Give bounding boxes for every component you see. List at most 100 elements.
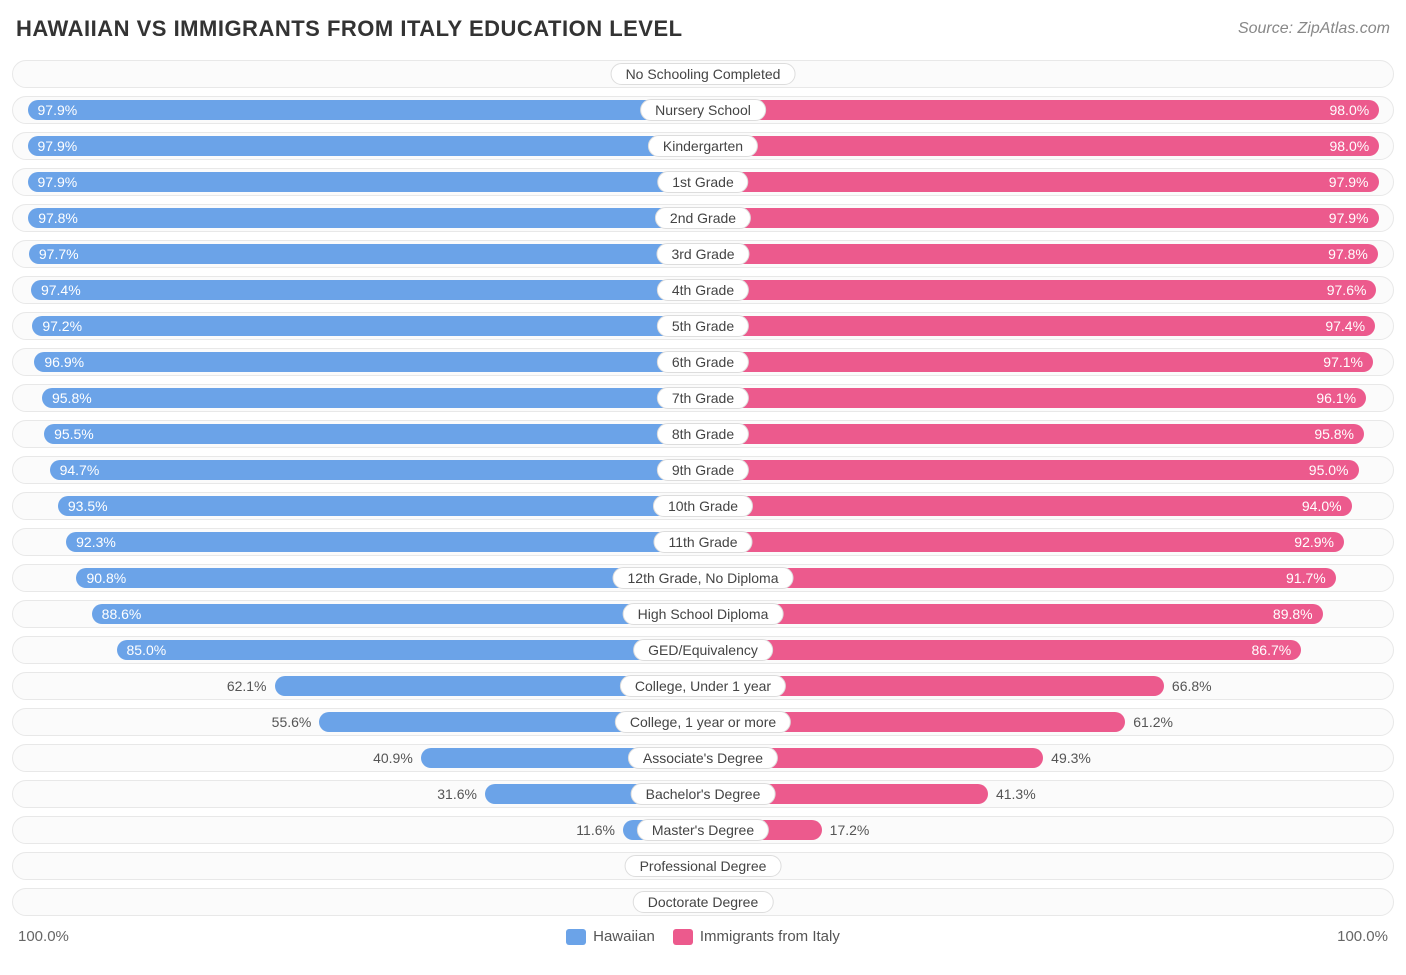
- bar-left: 90.8%: [76, 568, 703, 588]
- bar-left: 88.6%: [92, 604, 703, 624]
- category-label: Associate's Degree: [628, 747, 778, 769]
- bar-value-left: 90.8%: [86, 568, 126, 588]
- category-label: Professional Degree: [625, 855, 782, 877]
- category-label: Doctorate Degree: [633, 891, 774, 913]
- bar-right: 97.6%: [703, 280, 1376, 300]
- category-label: Kindergarten: [648, 135, 758, 157]
- chart-row: 92.3%92.9%11th Grade: [12, 528, 1394, 556]
- category-label: 7th Grade: [657, 387, 749, 409]
- bar-value-left: 95.8%: [52, 388, 92, 408]
- bar-right: 86.7%: [703, 640, 1301, 660]
- bar-value-right: 97.9%: [1329, 208, 1369, 228]
- bar-left: 92.3%: [66, 532, 703, 552]
- category-label: Master's Degree: [637, 819, 769, 841]
- bar-value-left: 97.4%: [41, 280, 81, 300]
- category-label: Bachelor's Degree: [631, 783, 776, 805]
- bar-value-right: 94.0%: [1302, 496, 1342, 516]
- bar-left: 96.9%: [34, 352, 703, 372]
- chart-row: 62.1%66.8%College, Under 1 year: [12, 672, 1394, 700]
- bar-value-left: 94.7%: [60, 460, 100, 480]
- chart-row: 1.5%2.1%Doctorate Degree: [12, 888, 1394, 916]
- category-label: 8th Grade: [657, 423, 749, 445]
- bar-right: 96.1%: [703, 388, 1366, 408]
- category-label: 5th Grade: [657, 315, 749, 337]
- chart-row: 96.9%97.1%6th Grade: [12, 348, 1394, 376]
- bar-right: 98.0%: [703, 100, 1379, 120]
- axis-max-right: 100.0%: [1337, 928, 1388, 945]
- chart-row: 2.2%2.0%No Schooling Completed: [12, 60, 1394, 88]
- legend-swatch-right: [673, 929, 693, 945]
- chart-row: 90.8%91.7%12th Grade, No Diploma: [12, 564, 1394, 592]
- chart-footer: 100.0% Hawaiian Immigrants from Italy 10…: [12, 924, 1394, 945]
- bar-left: 95.8%: [42, 388, 703, 408]
- bar-value-right: 61.2%: [1125, 712, 1173, 732]
- category-label: 10th Grade: [653, 495, 753, 517]
- bar-value-left: 97.9%: [38, 136, 78, 156]
- bar-left: 97.8%: [28, 208, 703, 228]
- bar-value-left: 85.0%: [127, 640, 167, 660]
- legend-item-right: Immigrants from Italy: [673, 928, 840, 945]
- bar-value-right: 66.8%: [1164, 676, 1212, 696]
- bar-right: 91.7%: [703, 568, 1336, 588]
- bar-value-left: 97.9%: [38, 172, 78, 192]
- chart-container: HAWAIIAN VS IMMIGRANTS FROM ITALY EDUCAT…: [0, 0, 1406, 965]
- bar-value-left: 31.6%: [437, 784, 485, 804]
- bar-right: 97.9%: [703, 208, 1379, 228]
- legend-label-left: Hawaiian: [593, 928, 655, 945]
- bar-value-left: 97.7%: [39, 244, 79, 264]
- category-label: 4th Grade: [657, 279, 749, 301]
- bar-left: 97.9%: [28, 100, 704, 120]
- chart-row: 97.8%97.9%2nd Grade: [12, 204, 1394, 232]
- category-label: High School Diploma: [623, 603, 784, 625]
- chart-row: 88.6% 89.8% High School Diploma: [12, 600, 1394, 628]
- chart-row: 93.5% 94.0% 10th Grade: [12, 492, 1394, 520]
- bar-value-right: 17.2%: [822, 820, 870, 840]
- chart-title: HAWAIIAN VS IMMIGRANTS FROM ITALY EDUCAT…: [16, 16, 683, 42]
- bar-right: 95.8%: [703, 424, 1364, 444]
- bar-value-left: 62.1%: [227, 676, 275, 696]
- chart-row: 3.4%5.2%Professional Degree: [12, 852, 1394, 880]
- category-label: College, 1 year or more: [615, 711, 791, 733]
- bar-value-left: 88.6%: [102, 604, 142, 624]
- bar-value-left: 96.9%: [44, 352, 84, 372]
- category-label: GED/Equivalency: [633, 639, 773, 661]
- bar-left: 85.0%: [117, 640, 704, 660]
- bar-value-right: 97.6%: [1327, 280, 1367, 300]
- chart-row: 40.9% 49.3% Associate's Degree: [12, 744, 1394, 772]
- bar-value-right: 49.3%: [1043, 748, 1091, 768]
- bar-left: 95.5%: [44, 424, 703, 444]
- legend-label-right: Immigrants from Italy: [700, 928, 840, 945]
- bar-value-right: 89.8%: [1273, 604, 1313, 624]
- bar-left: 97.2%: [32, 316, 703, 336]
- bar-value-left: 93.5%: [68, 496, 108, 516]
- bar-value-left: 97.8%: [38, 208, 78, 228]
- bar-value-right: 41.3%: [988, 784, 1036, 804]
- bar-value-right: 98.0%: [1329, 100, 1369, 120]
- bar-right: 98.0%: [703, 136, 1379, 156]
- chart-row: 55.6% 61.2% College, 1 year or more: [12, 708, 1394, 736]
- axis-max-left: 100.0%: [18, 928, 69, 945]
- chart-row: 95.5% 95.8%8th Grade: [12, 420, 1394, 448]
- bar-left: 97.9%: [28, 136, 704, 156]
- bar-value-right: 97.8%: [1328, 244, 1368, 264]
- category-label: 6th Grade: [657, 351, 749, 373]
- chart-row: 97.9% 98.0%Kindergarten: [12, 132, 1394, 160]
- header: HAWAIIAN VS IMMIGRANTS FROM ITALY EDUCAT…: [12, 10, 1394, 60]
- bar-right: 97.4%: [703, 316, 1375, 336]
- chart-row: 31.6% 41.3% Bachelor's Degree: [12, 780, 1394, 808]
- bar-right: 95.0%: [703, 460, 1359, 480]
- chart-row: 97.2% 97.4%5th Grade: [12, 312, 1394, 340]
- bar-right: 97.8%: [703, 244, 1378, 264]
- bar-value-left: 40.9%: [373, 748, 421, 768]
- category-label: 3rd Grade: [656, 243, 749, 265]
- bar-value-left: 55.6%: [272, 712, 320, 732]
- chart-row: 94.7% 95.0% 9th Grade: [12, 456, 1394, 484]
- chart-row: 95.8% 96.1%7th Grade: [12, 384, 1394, 412]
- chart-row: 97.9%98.0%Nursery School: [12, 96, 1394, 124]
- category-label: 9th Grade: [657, 459, 749, 481]
- bar-value-left: 97.2%: [42, 316, 82, 336]
- legend: Hawaiian Immigrants from Italy: [566, 928, 840, 945]
- bar-value-right: 95.0%: [1309, 460, 1349, 480]
- category-label: 11th Grade: [653, 531, 752, 553]
- bar-value-left: 95.5%: [54, 424, 94, 444]
